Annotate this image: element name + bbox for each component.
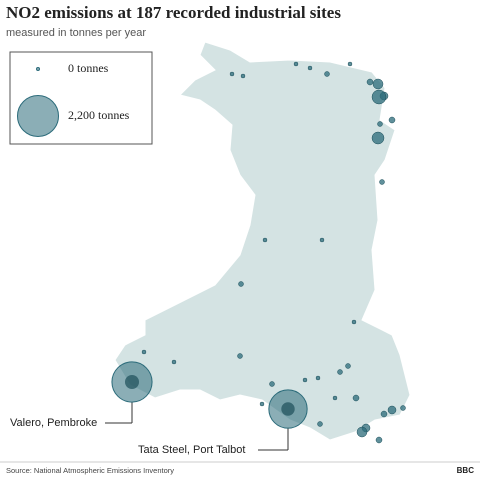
site-core bbox=[124, 374, 140, 390]
legend-label: 2,200 tonnes bbox=[68, 108, 130, 122]
small-sites bbox=[141, 61, 406, 444]
site-label: Tata Steel, Port Talbot bbox=[138, 444, 245, 456]
chart-title: NO2 emissions at 187 recorded industrial… bbox=[6, 3, 341, 22]
source: Source: National Atmospheric Emissions I… bbox=[6, 466, 174, 475]
legend-bubble bbox=[17, 95, 59, 137]
legend-label: 0 tonnes bbox=[68, 61, 109, 75]
legend-bubble bbox=[36, 67, 40, 71]
brand: BBC bbox=[457, 466, 475, 475]
site-core bbox=[281, 402, 295, 416]
map-outline bbox=[114, 41, 411, 441]
chart-subtitle: measured in tonnes per year bbox=[6, 27, 146, 39]
site-label: Valero, Pembroke bbox=[10, 417, 97, 429]
